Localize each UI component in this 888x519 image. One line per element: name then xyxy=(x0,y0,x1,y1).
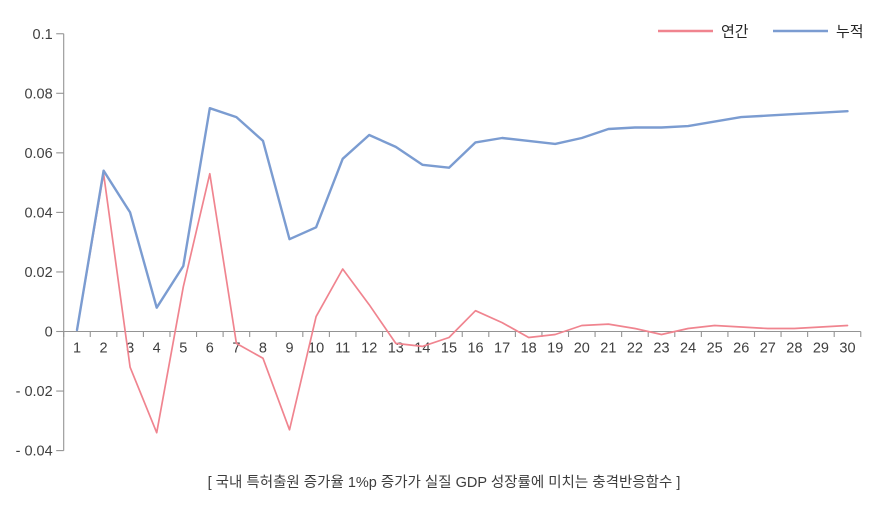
x-tick-label: 2 xyxy=(100,341,108,357)
x-tick-label: 25 xyxy=(707,341,723,357)
x-tick-label: 14 xyxy=(414,341,430,357)
x-tick-label: 29 xyxy=(813,341,829,357)
x-tick-label: 21 xyxy=(600,341,616,357)
x-tick-label: 26 xyxy=(733,341,749,357)
x-tick-label: 11 xyxy=(335,341,350,357)
x-tick-label: 15 xyxy=(441,341,457,357)
series-line-annual xyxy=(76,172,849,434)
x-tick-label: 7 xyxy=(232,341,240,357)
x-tick-label: 30 xyxy=(839,341,855,357)
y-tick-label: 0.02 xyxy=(24,265,52,281)
x-tick-label: 24 xyxy=(680,341,696,357)
y-tick-label: 0 xyxy=(45,325,53,341)
y-tick-label: - 0.04 xyxy=(16,444,53,460)
x-tick-label: 19 xyxy=(547,341,563,357)
y-tick-label: 0.1 xyxy=(33,27,53,43)
x-tick-label: 28 xyxy=(786,341,802,357)
axes-layer: 0.10.080.060.040.020- 0.02- 0.041 2 3 4 5 6 7 8… xyxy=(16,27,862,460)
x-tick-label: 10 xyxy=(308,341,324,357)
x-tick-label: 22 xyxy=(627,341,643,357)
x-tick-label: 6 xyxy=(206,341,214,357)
legend: 연간 누적 xyxy=(658,24,864,41)
series-layer xyxy=(75,106,849,434)
x-tick-label: 16 xyxy=(467,341,483,357)
x-tick-label: 9 xyxy=(285,341,293,357)
x-tick-label: 17 xyxy=(494,341,510,357)
x-tick-label: 4 xyxy=(153,341,161,357)
y-tick-label: 0.06 xyxy=(24,146,52,162)
x-tick-label: 18 xyxy=(521,341,537,357)
legend-annual-label: 연간 xyxy=(721,24,749,41)
x-tick-label: 3 xyxy=(126,341,134,357)
y-tick-label: 0.04 xyxy=(24,205,52,221)
x-tick-label: 1 xyxy=(73,341,81,357)
x-tick-label: 23 xyxy=(653,341,669,357)
x-tick-label: 27 xyxy=(760,341,776,357)
legend-cumulative-label: 누적 xyxy=(836,24,864,41)
chart-caption: [ 국내 특허출원 증가율 1%p 증가가 실질 GDP 성장률에 미치는 충격… xyxy=(207,475,681,491)
y-tick-label: 0.08 xyxy=(24,86,52,102)
series-line-cumulative xyxy=(75,106,849,332)
x-tick-label: 20 xyxy=(574,341,590,357)
x-tick-label: 8 xyxy=(259,341,267,357)
x-tick-label: 5 xyxy=(179,341,187,357)
x-tick-label: 12 xyxy=(361,341,377,357)
y-tick-label: - 0.02 xyxy=(16,384,53,400)
